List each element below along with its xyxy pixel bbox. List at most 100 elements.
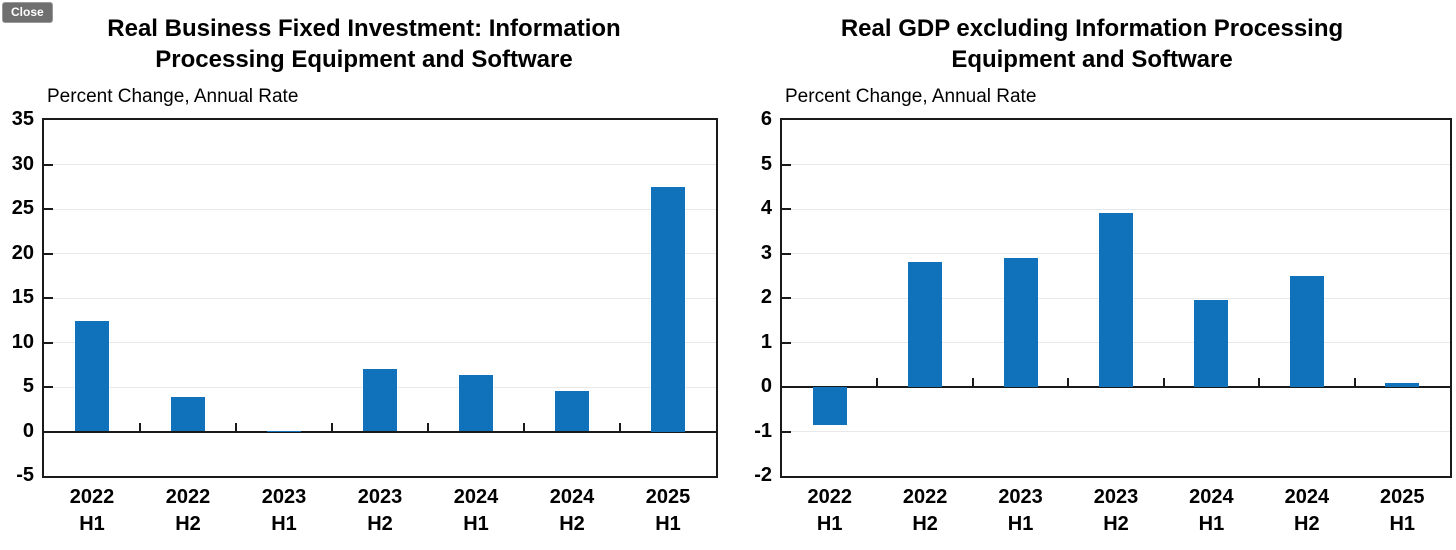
x-axis-tick bbox=[427, 422, 429, 431]
bar-2024-H2 bbox=[1289, 275, 1324, 387]
x-axis-label: 2022 H2 bbox=[877, 484, 973, 538]
chart-title: Real GDP excluding Information Processin… bbox=[728, 13, 1456, 75]
y-axis-label: -2 bbox=[754, 464, 772, 486]
bar-2024-H1 bbox=[1194, 300, 1229, 387]
chart-title-line: Real GDP excluding Information Processin… bbox=[840, 15, 1344, 42]
x-axis-tick bbox=[523, 422, 525, 431]
chart-panel-investment: Real Business Fixed Investment: Informat… bbox=[11, 15, 718, 538]
x-axis-label: 2024 H2 bbox=[1259, 484, 1355, 538]
x-axis-tick bbox=[1353, 378, 1356, 386]
x-axis-label-line: H1 bbox=[655, 513, 681, 535]
bar-2022-H2 bbox=[908, 262, 943, 387]
gridline bbox=[44, 164, 716, 165]
x-axis-label: 2023 H1 bbox=[236, 484, 332, 538]
x-axis-tick bbox=[619, 422, 621, 431]
y-axis-label: 10 bbox=[11, 330, 34, 353]
x-axis-tick bbox=[971, 378, 974, 386]
y-axis-label: 3 bbox=[760, 241, 772, 264]
x-axis-label-line: 2025 bbox=[645, 486, 691, 508]
gridline bbox=[44, 342, 716, 343]
x-axis-tick bbox=[1162, 378, 1165, 386]
x-axis-label-line: H1 bbox=[816, 513, 843, 535]
bar-2025-H1 bbox=[1385, 382, 1420, 387]
x-axis-label-line: 2024 bbox=[1189, 486, 1234, 508]
x-axis-label: 2024 H1 bbox=[1163, 484, 1259, 538]
y-axis-label: 0 bbox=[22, 419, 34, 442]
x-axis-label: 2023 H1 bbox=[973, 484, 1069, 538]
x-axis-label-line: 2023 bbox=[1093, 486, 1139, 508]
y-axis-tick bbox=[44, 163, 53, 166]
x-axis-label-line: H2 bbox=[559, 513, 585, 535]
x-axis-label-line: H2 bbox=[1103, 513, 1129, 535]
x-axis-tick bbox=[139, 422, 141, 431]
chart-title-line: Processing Equipment and Software bbox=[155, 46, 573, 73]
zero-axis-line bbox=[44, 430, 716, 433]
bar-2025-H1 bbox=[651, 186, 685, 432]
x-axis-label-line: 2022 bbox=[902, 486, 948, 508]
gridline bbox=[782, 208, 1450, 210]
gridline bbox=[44, 297, 716, 299]
bar-2022-H1 bbox=[75, 321, 109, 432]
chart-subtitle: Percent Change, Annual Rate bbox=[785, 86, 1037, 107]
chart-title-line: Equipment and Software bbox=[951, 46, 1233, 73]
gridline bbox=[782, 164, 1450, 165]
x-axis-tick bbox=[1067, 378, 1070, 386]
x-axis-tick bbox=[235, 422, 237, 431]
x-axis-label-line: H2 bbox=[912, 513, 938, 535]
zero-axis-line bbox=[782, 386, 1450, 388]
y-axis-tick bbox=[782, 252, 791, 255]
bar-2024-H2 bbox=[555, 391, 589, 432]
y-axis-tick bbox=[782, 430, 791, 433]
gridline bbox=[44, 253, 716, 254]
x-axis-label-line: H1 bbox=[271, 513, 297, 535]
bar-2023-H1 bbox=[267, 430, 301, 432]
bar-2023-H1 bbox=[1003, 257, 1038, 387]
y-axis-label: 15 bbox=[11, 286, 34, 308]
x-axis-label: 2023 H2 bbox=[332, 484, 428, 538]
close-button[interactable]: Close bbox=[2, 2, 53, 23]
x-axis-label-line: 2022 bbox=[69, 486, 115, 508]
gridline bbox=[782, 431, 1450, 432]
y-axis-tick bbox=[44, 297, 53, 299]
chart-panel-gdp: Real GDP excluding Information Processin… bbox=[728, 0, 1456, 550]
y-axis-tick bbox=[44, 208, 53, 210]
y-axis-label: 25 bbox=[11, 197, 34, 219]
y-axis-label: 20 bbox=[11, 241, 34, 264]
y-axis-tick bbox=[782, 163, 791, 166]
x-axis-label: 2025 H1 bbox=[620, 484, 716, 538]
x-axis-label-line: 2024 bbox=[549, 486, 595, 508]
y-axis-tick bbox=[44, 252, 53, 255]
y-axis-tick bbox=[44, 341, 53, 344]
y-axis-label: 0 bbox=[760, 375, 772, 397]
y-axis-label: 6 bbox=[760, 108, 772, 130]
y-axis-label: 2 bbox=[760, 286, 772, 308]
x-axis-label-line: H2 bbox=[367, 513, 393, 535]
x-axis-tick bbox=[876, 378, 879, 386]
x-axis-label: 2023 H2 bbox=[1068, 484, 1164, 538]
x-axis-label-line: 2024 bbox=[453, 486, 499, 508]
bar-2022-H1 bbox=[812, 387, 847, 425]
x-axis-label: 2024 H1 bbox=[428, 484, 524, 538]
y-axis-label: 30 bbox=[11, 152, 34, 175]
x-axis-tick bbox=[1258, 378, 1261, 386]
x-axis-label-line: H1 bbox=[1389, 513, 1416, 535]
x-axis-label: 2024 H2 bbox=[524, 484, 620, 538]
bar-2023-H2 bbox=[363, 369, 397, 432]
x-axis-label-line: 2023 bbox=[261, 486, 307, 508]
y-axis-label: 1 bbox=[760, 330, 772, 353]
x-axis-label-line: H2 bbox=[175, 513, 201, 535]
x-axis-label-line: 2023 bbox=[357, 486, 403, 508]
x-axis-label-line: 2023 bbox=[998, 486, 1043, 508]
x-axis-tick bbox=[331, 422, 333, 431]
x-axis-label-line: H1 bbox=[1198, 513, 1225, 535]
y-axis-tick bbox=[782, 297, 791, 299]
x-axis-label: 2022 H1 bbox=[782, 484, 878, 538]
x-axis-label-line: H2 bbox=[1294, 513, 1320, 535]
y-axis-label: -1 bbox=[754, 419, 772, 442]
y-axis-tick bbox=[782, 341, 791, 344]
x-axis-label-line: 2022 bbox=[807, 486, 852, 508]
bar-2024-H1 bbox=[459, 375, 493, 432]
y-axis-tick bbox=[782, 208, 791, 210]
x-axis-label: 2022 H2 bbox=[140, 484, 236, 538]
x-axis-label-line: 2022 bbox=[165, 486, 211, 508]
